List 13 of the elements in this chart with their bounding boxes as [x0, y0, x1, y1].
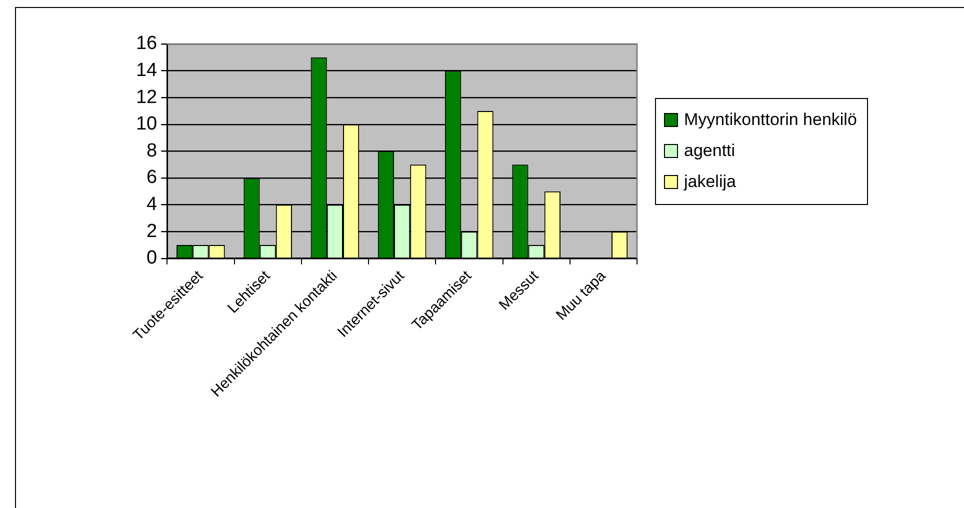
y-tick-label: 4 [146, 194, 158, 216]
y-tick-label: 12 [136, 86, 158, 108]
legend-label: Myyntikonttorin henkilö [684, 110, 857, 130]
legend-label: jakelija [684, 172, 736, 192]
y-tick-label: 8 [146, 140, 158, 162]
y-tick-label: 0 [146, 248, 158, 269]
y-tick-label: 10 [136, 114, 158, 135]
y-tick-label: 16 [136, 33, 158, 54]
legend-label: agentti [684, 141, 736, 162]
x-tick-label: Muu tapa [552, 267, 610, 324]
y-tick-label: 2 [146, 220, 158, 242]
y-tick-label: 6 [146, 167, 158, 188]
y-tick-label: 14 [136, 60, 158, 82]
